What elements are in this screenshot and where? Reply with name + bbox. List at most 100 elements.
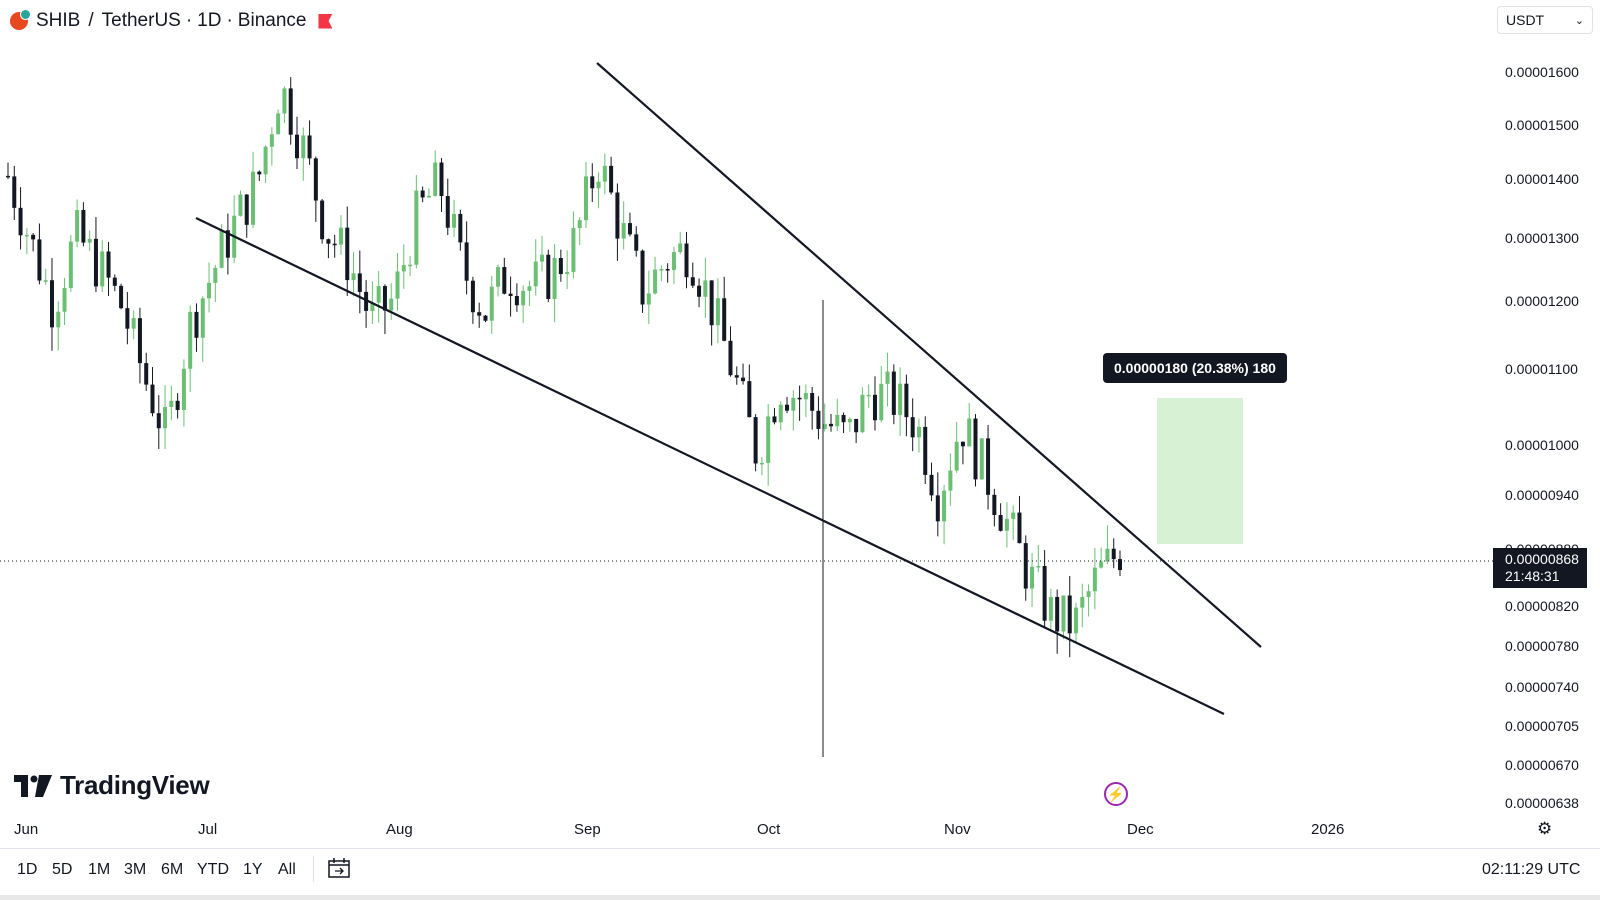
candle-body — [263, 146, 268, 175]
candle-body — [621, 223, 626, 239]
candle-body — [401, 265, 406, 272]
candle-body — [483, 315, 488, 321]
candle-body — [659, 269, 664, 271]
candle-body — [816, 410, 821, 429]
range-button-ytd[interactable]: YTD — [197, 861, 229, 878]
price-tick-label: 0.00000705 — [1505, 718, 1579, 734]
candle-body — [251, 171, 256, 225]
price-tick-label: 0.00001600 — [1505, 64, 1579, 80]
candle-body — [979, 438, 984, 480]
candle-body — [439, 162, 444, 197]
candle-body — [785, 404, 790, 411]
logo-text: TradingView — [60, 770, 210, 800]
shib-coin-icon — [10, 9, 31, 30]
candle-body — [866, 394, 871, 397]
last-price-value: 0.00000868 — [1505, 551, 1579, 567]
range-button-1y[interactable]: 1Y — [243, 861, 263, 878]
candle-countdown: 21:48:31 — [1505, 568, 1560, 584]
candle-body — [514, 296, 519, 306]
candle-body — [898, 383, 903, 415]
candle-body — [351, 273, 356, 281]
price-tick-label: 0.00001500 — [1505, 117, 1579, 133]
range-button-all[interactable]: All — [278, 861, 296, 878]
flag-icon[interactable] — [318, 13, 333, 29]
candle-body — [1111, 548, 1116, 560]
candle-body — [458, 213, 463, 243]
candle-body — [1118, 559, 1122, 571]
candle-body — [640, 250, 645, 305]
price-tick-label: 0.00001100 — [1505, 361, 1578, 377]
price-tick-label: 0.00000670 — [1505, 757, 1579, 773]
range-button-3m[interactable]: 3M — [124, 861, 147, 878]
symbol-header[interactable]: SHIB / TetherUS · 1D · Binance — [10, 8, 333, 34]
candle-body — [627, 223, 632, 235]
candle-body — [433, 162, 438, 196]
time-tick-label: Oct — [757, 821, 781, 838]
candle-body — [684, 243, 689, 278]
candle-body — [847, 418, 852, 423]
candle-body — [194, 311, 199, 338]
candle-body — [747, 381, 752, 418]
range-button-6m[interactable]: 6M — [161, 861, 184, 878]
tradingview-logo[interactable]: TradingView — [14, 770, 210, 801]
chevron-down-icon: ⌄ — [1574, 14, 1584, 27]
candle-body — [175, 400, 180, 410]
candle-body — [464, 242, 469, 281]
candle-body — [552, 257, 557, 299]
candle-body — [734, 375, 739, 378]
lightning-icon[interactable]: ⚡ — [1104, 782, 1128, 806]
utc-clock[interactable]: 02:11:29 UTC — [1482, 861, 1581, 878]
candle-body — [18, 207, 23, 236]
candle-body — [665, 269, 670, 271]
candle-body — [112, 277, 117, 286]
scrollbar[interactable] — [0, 895, 1600, 900]
candle-body — [797, 397, 802, 400]
measure-label: 0.00000180 (20.38%) 180 — [1103, 353, 1287, 383]
currency-select[interactable]: USDT ⌄ — [1497, 6, 1593, 34]
candle-body — [382, 286, 387, 311]
range-button-1m[interactable]: 1M — [88, 861, 111, 878]
candle-body — [923, 426, 928, 475]
candle-body — [470, 280, 475, 313]
candle-body — [1099, 561, 1104, 568]
candle-body — [527, 286, 532, 291]
candle-body — [93, 238, 98, 287]
candle-body — [200, 298, 205, 338]
price-tick-label: 0.00000638 — [1505, 795, 1579, 811]
range-button-1d[interactable]: 1D — [17, 861, 38, 878]
candle-body — [489, 286, 494, 321]
candle-body — [1004, 518, 1009, 531]
candle-body — [558, 257, 563, 275]
candle-body — [829, 423, 834, 427]
candle-body — [872, 394, 877, 421]
candle-body — [810, 392, 815, 411]
candle-body — [910, 417, 915, 438]
candle-body — [609, 165, 614, 193]
calendar-range-icon[interactable] — [328, 858, 350, 878]
candle-body — [244, 194, 249, 225]
price-tick-label: 0.00000740 — [1505, 679, 1579, 695]
candle-body — [420, 190, 425, 198]
settings-icon[interactable]: ⚙ — [1537, 819, 1553, 838]
candle-body — [49, 280, 54, 328]
candle-body — [671, 252, 676, 271]
candle-body — [62, 287, 67, 312]
quote-name: TetherUS — [101, 10, 181, 31]
candle-body — [452, 213, 457, 228]
candle-body — [357, 273, 362, 292]
candle-body — [364, 291, 369, 311]
candle-body — [81, 210, 86, 243]
range-button-5d[interactable]: 5D — [52, 861, 73, 878]
candle-body — [634, 234, 639, 251]
candle-body — [445, 196, 450, 228]
candle-body — [6, 175, 10, 178]
candle-body — [741, 377, 746, 382]
candle-body — [332, 243, 337, 246]
candle-body — [307, 135, 312, 159]
price-tick-label: 0.00000940 — [1505, 487, 1579, 503]
candle-body — [728, 340, 733, 376]
measure-range-box — [1157, 398, 1243, 544]
time-tick-label: 2026 — [1311, 821, 1345, 838]
candle-body — [948, 470, 953, 491]
price-chart[interactable] — [0, 0, 1600, 848]
